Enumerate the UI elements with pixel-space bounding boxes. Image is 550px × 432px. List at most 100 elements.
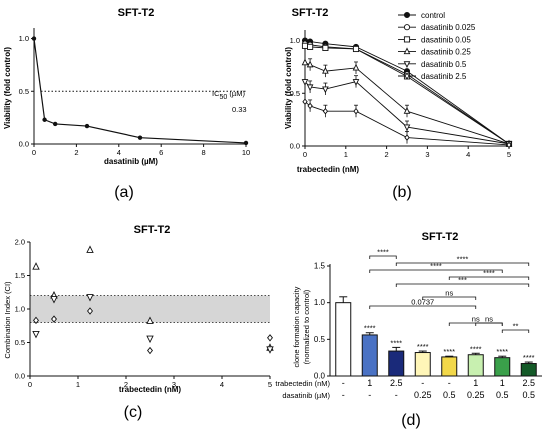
panel-a-ic50-label: IC50 (µM) (212, 89, 245, 101)
panel-b-point (322, 107, 329, 115)
panel-a: SFT-T2 dasatinib (µM) Viability (fold co… (3, 7, 250, 201)
panel-b-point (302, 98, 308, 106)
panel-a-y-tick-label: 1.0 (19, 34, 29, 43)
panel-b-y-tick-label: 0.5 (290, 89, 300, 98)
panel-a-y-label: Viability (fold control) (3, 47, 12, 129)
panel-b-point (352, 45, 360, 53)
panel-d-bar-significance: **** (523, 353, 535, 362)
panel-d-bracket (501, 329, 530, 333)
panel-b-title: SFT-T2 (292, 7, 329, 19)
panel-b-legend-label: dasatinib 0.25 (421, 48, 471, 57)
panel-b-y-tick-label: 0.0 (290, 142, 300, 151)
panel-c-y-tick-label: 0.0 (15, 372, 25, 381)
panel-b-legend-label: dasatinib 0.5 (421, 60, 467, 69)
panel-d-bracket-label: ns (472, 315, 480, 324)
panel-d-bracket (448, 276, 530, 280)
panel-d-bar-significance: **** (470, 344, 482, 353)
panel-d-dasatinib-value: 0.5 (522, 390, 535, 400)
panel-d-bracket (475, 322, 503, 326)
panel-b-x-tick-label: 2 (385, 150, 389, 159)
panel-c-point (266, 346, 274, 354)
panel-d-bracket-label: **** (457, 255, 469, 264)
panel-a-y-tick-label: 0.5 (19, 87, 29, 96)
panel-a-title: SFT-T2 (118, 7, 155, 19)
panel-b-point (301, 79, 309, 86)
panel-d-bracket-label: ns (485, 315, 493, 324)
panel-d-bar (414, 352, 431, 377)
panel-a-point (84, 123, 90, 129)
panel-b-legend-marker (403, 47, 411, 55)
panel-c-y-tick-label: 0.5 (15, 338, 25, 347)
panel-b-x-label: trabectedin (nM) (297, 165, 360, 174)
panel-c-x-label: trabectedin (nM) (119, 385, 182, 394)
panel-a-letter: (a) (114, 184, 134, 201)
panel-c-point (86, 294, 94, 302)
panel-d-bracket (369, 269, 503, 273)
panel-b-point (352, 63, 360, 71)
panel-c-x-tick-label: 3 (172, 380, 176, 389)
panel-d-letter: (d) (401, 412, 421, 429)
panel-d-bar (441, 356, 458, 377)
panel-b-x-tick-label: 5 (507, 150, 511, 159)
panel-a-point (137, 135, 143, 140)
panel-d-bar-significance: **** (364, 324, 376, 333)
panel-b-point (353, 107, 359, 115)
panel-b-legend-marker (403, 36, 411, 43)
panel-c-point (267, 334, 273, 342)
panel-d-dasatinib-value: 0.25 (414, 390, 432, 400)
panel-d-bracket (395, 283, 530, 287)
panel-d-bracket-label: 0.0737 (411, 298, 434, 307)
panel-c-y-tick-label: 2.0 (15, 238, 25, 247)
panel-a-ic50-value: 0.33 (232, 105, 247, 114)
panel-d-title: SFT-T2 (422, 231, 459, 243)
panel-d-dasatinib-value: 0.5 (496, 390, 509, 400)
panel-c-point (146, 335, 154, 344)
panel-d: SFT-T2 clone formation capacity (normali… (275, 231, 542, 429)
panel-b-point (307, 102, 313, 110)
panel-d-y-tick-label: 0.5 (314, 335, 326, 344)
panel-d-bar-significance: **** (417, 342, 429, 351)
panel-b-point (506, 141, 512, 149)
panel-a-x-tick-label: 6 (159, 148, 163, 157)
panel-d-trabectedin-value: - (448, 378, 451, 388)
panel-b-legend-marker (404, 72, 410, 80)
panel-d-bracket (369, 305, 477, 309)
panel-d-bracket (395, 262, 530, 266)
panel-d-trabectedin-value: 2.5 (390, 378, 403, 388)
panel-d-trabectedin-value: 1 (500, 378, 505, 388)
panel-d-y-label-line1: clone formation capacity (292, 286, 301, 367)
panel-d-trabectedin-value: 2.5 (522, 378, 535, 388)
panel-b-legend-marker (403, 24, 411, 31)
panel-d-bar (335, 302, 352, 377)
panel-b-point (306, 60, 314, 68)
panel-c-x-tick-label: 4 (220, 380, 224, 389)
panel-a-point (42, 117, 47, 122)
panel-a-x-tick-label: 4 (117, 148, 121, 157)
panel-d-bracket-label: ** (513, 322, 519, 331)
panel-c-x-tick-label: 0 (28, 380, 32, 389)
panel-c-point (86, 245, 94, 253)
panel-c-y-label: Combination Index (CI) (3, 281, 12, 359)
panel-d-dasatinib-value: - (342, 390, 345, 400)
panel-d-dasatinib-value: 0.25 (467, 390, 485, 400)
panel-c-x-tick-label: 2 (124, 380, 128, 389)
panel-b-point (322, 66, 329, 74)
panel-c-title: SFT-T2 (134, 224, 171, 236)
panel-a-point (31, 36, 37, 41)
panel-d-trabectedin-value: 1 (473, 378, 478, 388)
panel-d-y-tick-label: 0.0 (314, 372, 326, 381)
panel-c-x-tick-label: 5 (268, 380, 272, 389)
panel-d-bar (361, 334, 378, 377)
panel-c-point (147, 346, 153, 355)
panel-a-point (53, 121, 58, 127)
panel-b-point (307, 43, 314, 50)
panel-a-x-tick-label: 8 (202, 148, 206, 157)
panel-c-y-tick-label: 1.0 (15, 305, 25, 314)
panel-b: SFT-T2 trabectedin (nM) Viability (fold … (284, 7, 513, 201)
panel-b-x-tick-label: 3 (425, 150, 429, 159)
panel-c-point (32, 262, 40, 270)
panel-d-trabectedin-value: - (342, 378, 345, 388)
panel-b-point (301, 58, 309, 66)
panel-d-y-tick-label: 1.5 (314, 262, 326, 271)
